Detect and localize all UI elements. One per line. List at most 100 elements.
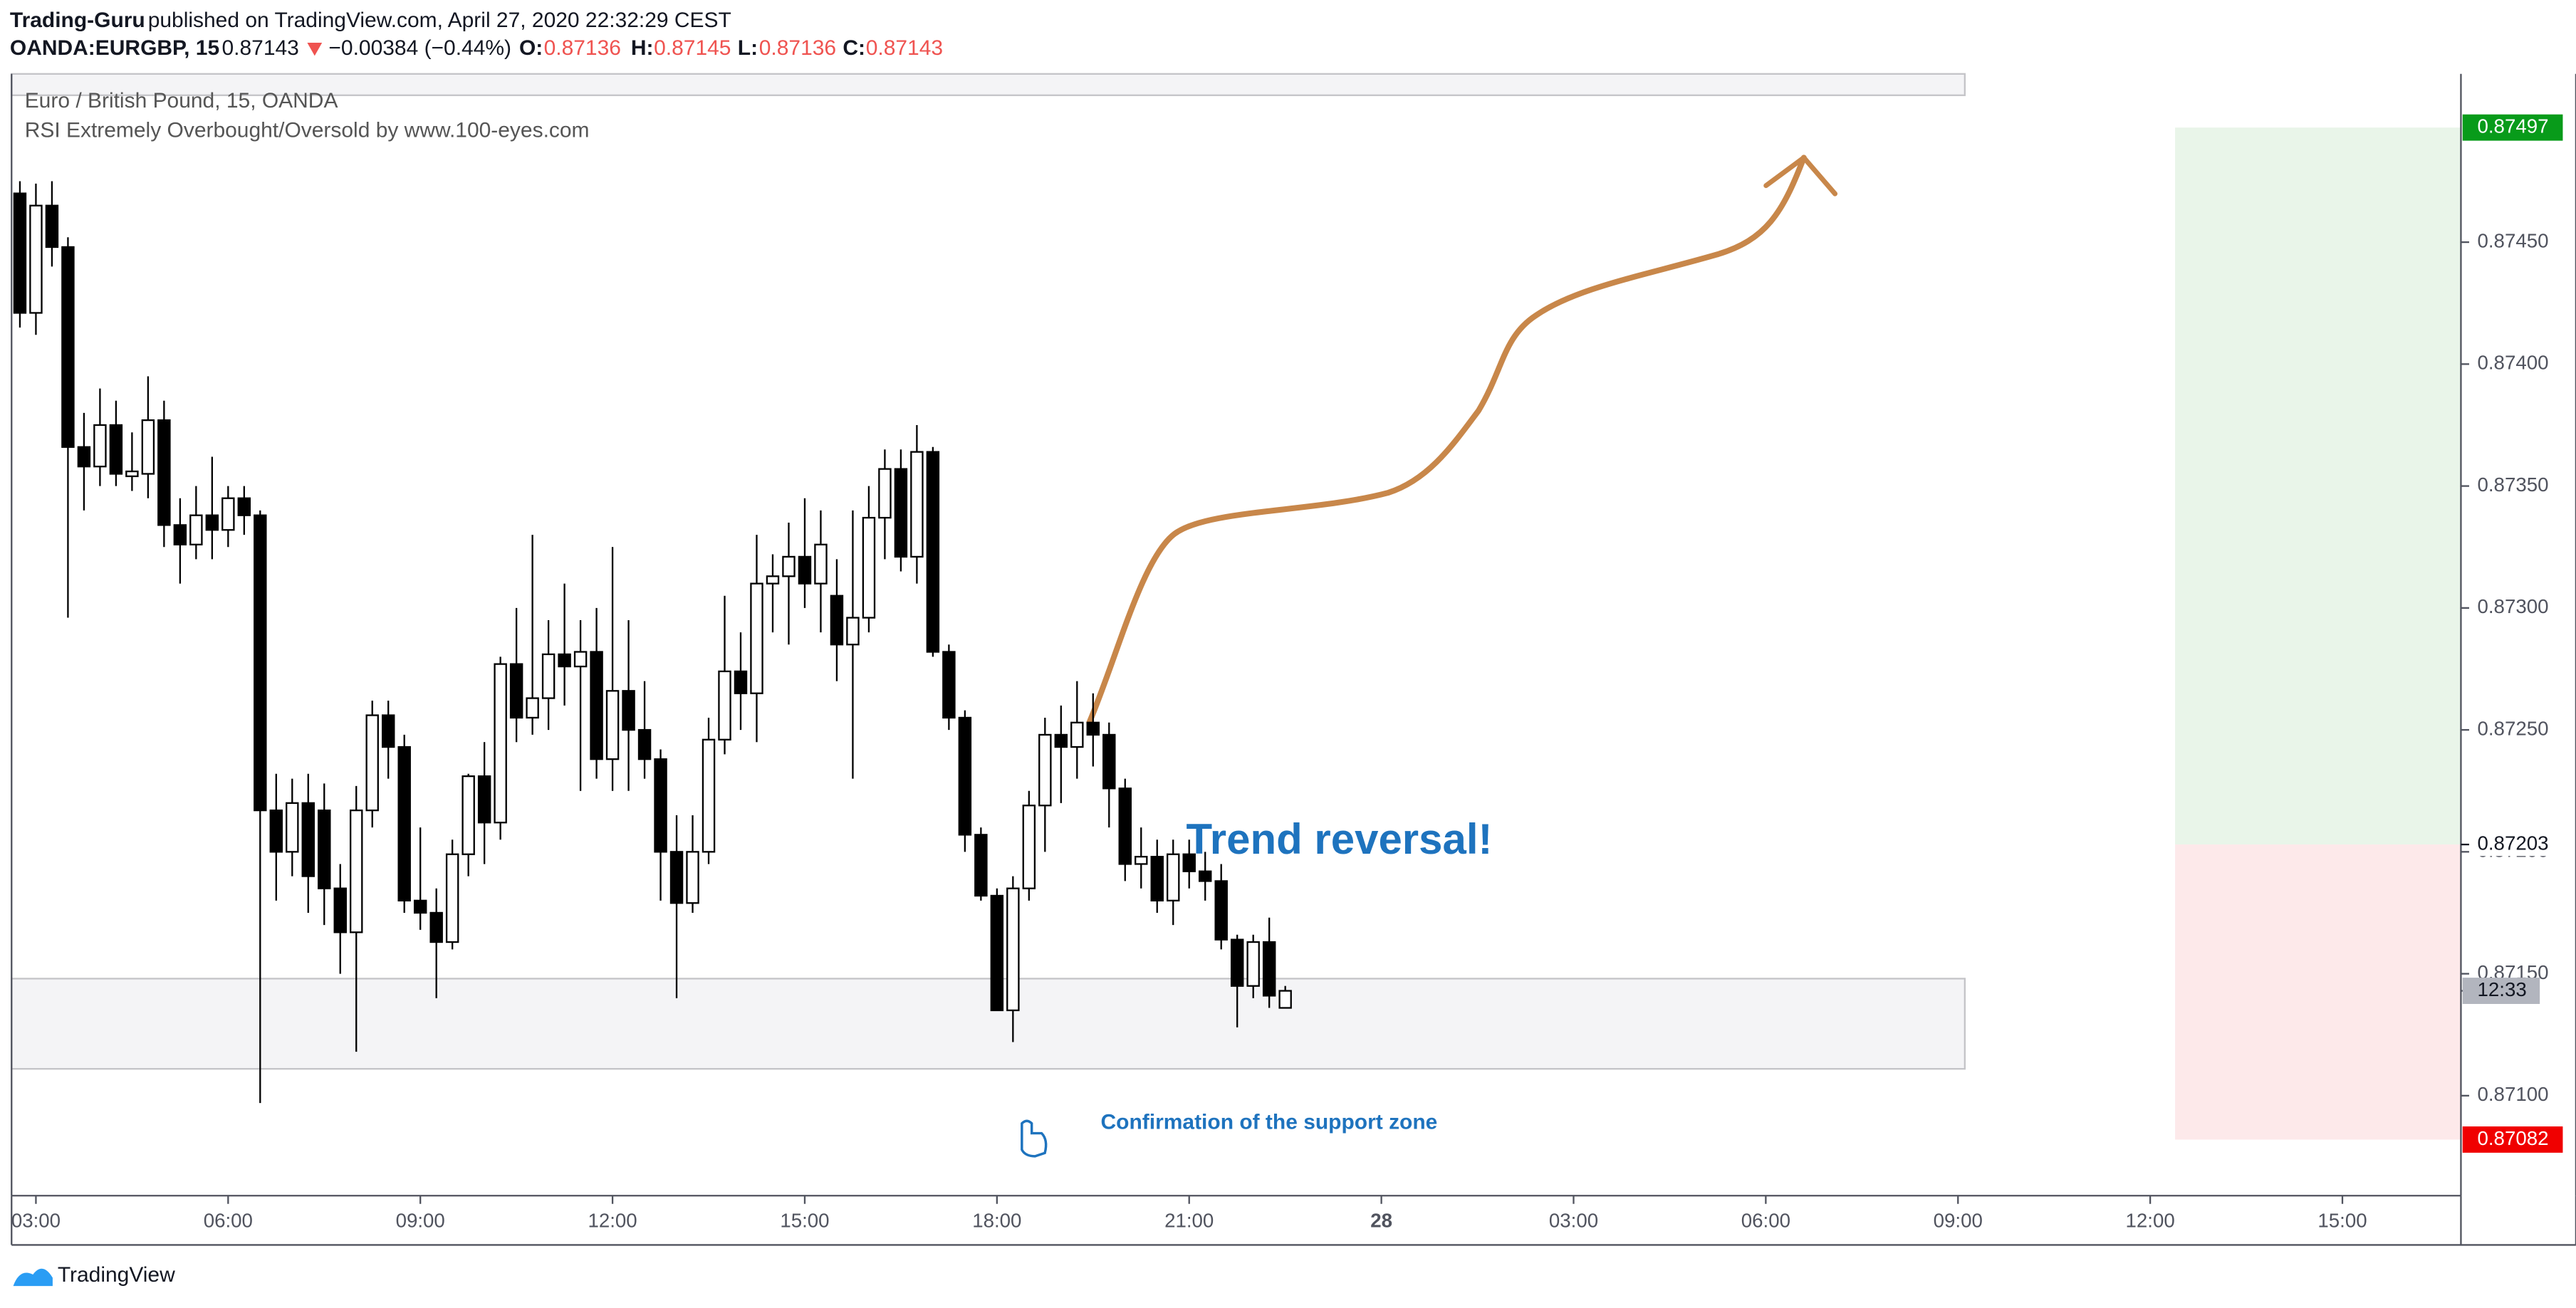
x-tick-label: 18:00 bbox=[972, 1209, 1021, 1231]
x-tick-label: 03:00 bbox=[11, 1209, 61, 1231]
candle-body bbox=[766, 575, 780, 585]
candle-body bbox=[77, 446, 91, 468]
x-tick-label: 12:00 bbox=[2126, 1209, 2175, 1231]
candle-body bbox=[573, 651, 588, 668]
countdown: 12:33 bbox=[2477, 978, 2526, 1000]
x-tick-label: 15:00 bbox=[780, 1209, 829, 1231]
price-label: 0.87497 bbox=[2477, 115, 2548, 137]
y-tick-label: 0.87250 bbox=[2477, 717, 2548, 739]
candle-body bbox=[958, 716, 972, 836]
candle-body bbox=[445, 853, 459, 943]
x-tick-label: 03:00 bbox=[1549, 1209, 1598, 1231]
ohlc-value: 0.87145 bbox=[654, 36, 731, 60]
candle-body bbox=[702, 738, 716, 853]
candle-body bbox=[718, 670, 731, 741]
symbol: OANDA:EURGBP, 15 bbox=[10, 36, 219, 60]
candle-body bbox=[526, 697, 539, 719]
countdown-box bbox=[2462, 978, 2540, 1004]
candle-body bbox=[1006, 887, 1020, 1012]
candle-body bbox=[1070, 721, 1084, 748]
candle-body bbox=[509, 663, 523, 719]
candle-body bbox=[894, 468, 908, 558]
candle-body bbox=[173, 524, 187, 545]
top-zone bbox=[11, 73, 1966, 96]
candle-body bbox=[926, 451, 940, 653]
candle-body bbox=[205, 514, 219, 531]
y-tick-label: 0.87450 bbox=[2477, 229, 2548, 251]
candle-body bbox=[381, 714, 395, 748]
ohlc-value: 0.87143 bbox=[866, 36, 943, 60]
last-price: 0.87143 bbox=[221, 36, 298, 60]
candle-body bbox=[798, 555, 812, 585]
candle-body bbox=[221, 497, 235, 531]
candle-body bbox=[558, 653, 571, 668]
price-label-box bbox=[2462, 114, 2563, 141]
candle-body bbox=[782, 555, 796, 577]
change: −0.00384 (−0.44%) bbox=[328, 36, 511, 60]
candle-body bbox=[1278, 990, 1292, 1009]
candle-body bbox=[862, 516, 876, 619]
price-label: 0.87203 bbox=[2477, 832, 2548, 854]
candle-body bbox=[462, 775, 475, 855]
candle-body bbox=[637, 728, 652, 760]
candle-body bbox=[974, 834, 988, 897]
candle-body bbox=[1038, 733, 1052, 807]
candle-body bbox=[686, 851, 699, 904]
candle-body bbox=[541, 653, 556, 699]
candle-body bbox=[254, 514, 267, 812]
candle-body bbox=[269, 809, 283, 853]
candle-body bbox=[477, 775, 491, 824]
profit-zone bbox=[2175, 127, 2461, 845]
zones bbox=[11, 73, 2461, 1140]
candle-body bbox=[1167, 853, 1180, 901]
candle-body bbox=[318, 809, 331, 889]
x-tick-label: 12:00 bbox=[588, 1209, 637, 1231]
arrow-head bbox=[1763, 155, 1838, 197]
published: published on TradingView.com, April 27, … bbox=[148, 9, 731, 32]
y-tick-label: 0.87100 bbox=[2477, 1083, 2548, 1105]
ohlc-label: C: bbox=[843, 36, 865, 60]
candle-body bbox=[61, 246, 75, 448]
candle-body bbox=[29, 204, 43, 314]
candle-body bbox=[93, 424, 107, 468]
down-triangle bbox=[307, 42, 323, 56]
candle-body bbox=[429, 911, 443, 943]
x-tick-label: 09:00 bbox=[396, 1209, 445, 1231]
candle-body bbox=[413, 899, 427, 914]
y-tick-label: 0.87300 bbox=[2477, 595, 2548, 617]
candle-body bbox=[605, 690, 620, 760]
ohlc-label: O: bbox=[519, 36, 543, 60]
candle-body bbox=[1102, 733, 1116, 790]
annotation: Trend reversal! bbox=[1186, 815, 1492, 863]
y-tick-label: 0.87400 bbox=[2477, 352, 2548, 374]
logo bbox=[13, 1268, 53, 1287]
candle-body bbox=[1230, 938, 1244, 987]
loss-zone bbox=[2175, 844, 2461, 1140]
candle-body bbox=[1246, 941, 1260, 987]
annotation: Confirmation of the support zone bbox=[1101, 1111, 1438, 1134]
candle-body bbox=[1182, 853, 1196, 872]
candle-body bbox=[734, 670, 748, 694]
candle-body bbox=[365, 714, 379, 812]
candle-body bbox=[286, 802, 299, 853]
candle-body bbox=[590, 651, 603, 760]
ohlc-label: L: bbox=[738, 36, 758, 60]
candle-body bbox=[1118, 788, 1132, 865]
entry-label-bg bbox=[2468, 832, 2552, 857]
author: Trading-Guru bbox=[10, 9, 145, 32]
candle-body bbox=[350, 809, 363, 933]
candle-body bbox=[669, 851, 684, 904]
candle-body bbox=[910, 451, 924, 558]
candle-body bbox=[1150, 856, 1164, 901]
x-tick-label: 09:00 bbox=[1934, 1209, 1983, 1231]
candle-body bbox=[830, 595, 844, 646]
forecast-arrow bbox=[1086, 155, 1807, 726]
candle-body bbox=[109, 424, 123, 475]
candle-body bbox=[814, 543, 828, 585]
candle-body bbox=[13, 192, 27, 314]
candle-body bbox=[157, 419, 171, 526]
candle-body bbox=[333, 887, 347, 933]
legend-title: Euro / British Pound, 15, OANDA bbox=[25, 89, 338, 113]
